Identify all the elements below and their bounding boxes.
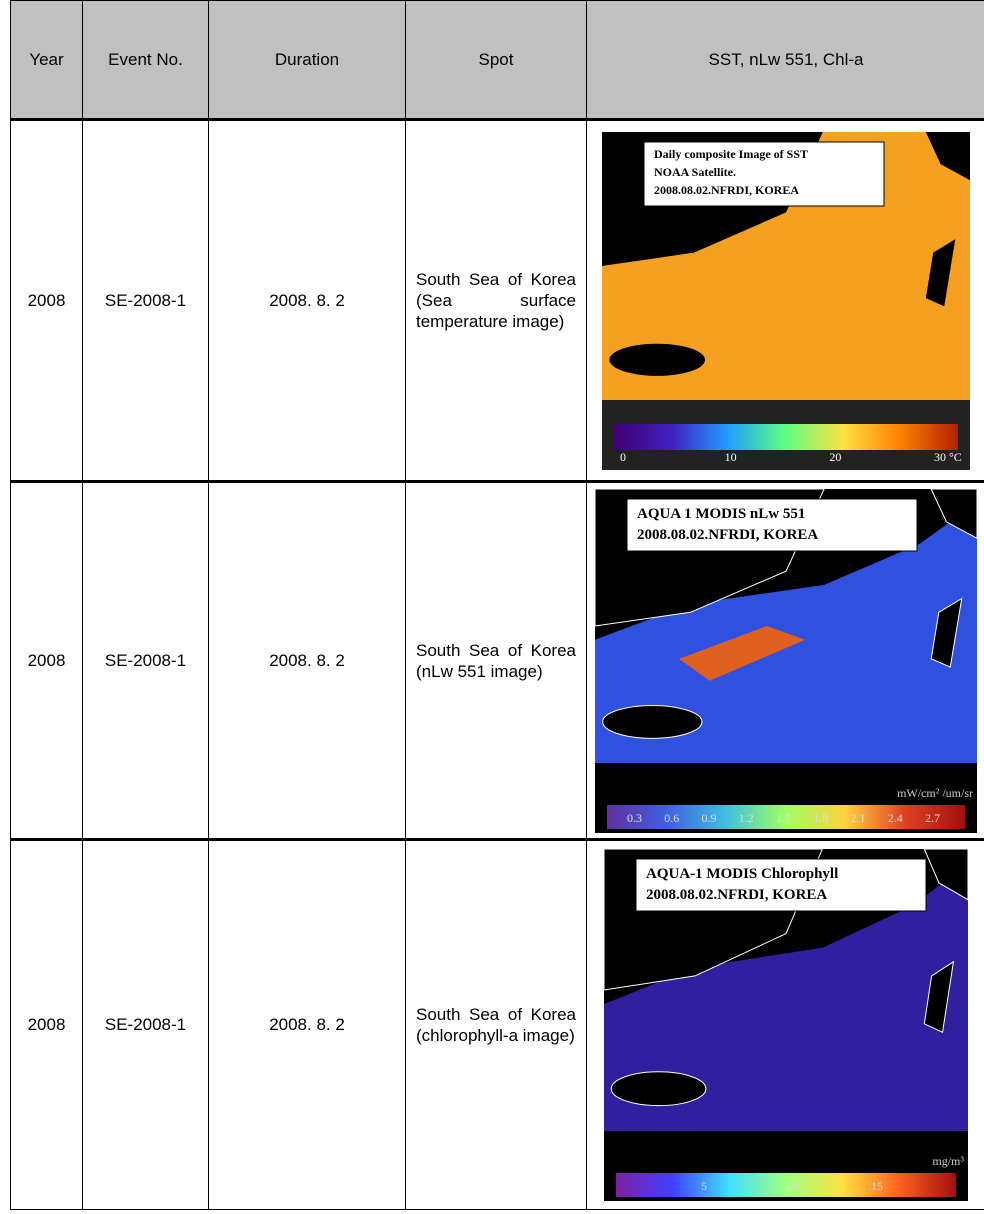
event-cell: SE-2008-1 bbox=[83, 482, 209, 840]
scale-label: 20 bbox=[829, 450, 841, 464]
scale-label: 15 bbox=[871, 1179, 883, 1193]
header-cell: Event No. bbox=[83, 1, 209, 120]
scale-unit: mW/cm² /um/sr bbox=[897, 786, 973, 800]
header-cell: Spot bbox=[406, 1, 587, 120]
scale-label: 2.1 bbox=[851, 811, 866, 825]
caption-text: 2008.08.02.NFRDI, KOREA bbox=[654, 183, 799, 197]
spot-cell: South Sea of Korea(Sea surface temperatu… bbox=[406, 120, 587, 482]
scale-label: 1.2 bbox=[739, 811, 754, 825]
duration-cell: 2008. 8. 2 bbox=[209, 120, 406, 482]
scale-label: 2.4 bbox=[888, 811, 903, 825]
year-cell: 2008 bbox=[11, 120, 83, 482]
satellite-image: Daily composite Image of SST NOAA Satelli… bbox=[602, 132, 970, 470]
caption-text: 2008.08.02.NFRDI, KOREA bbox=[646, 887, 827, 903]
color-bar bbox=[614, 424, 958, 450]
satellite-image: AQUA-1 MODIS Chlorophyll 2008.08.02.NFRDI… bbox=[604, 849, 968, 1201]
image-cell: AQUA-1 MODIS Chlorophyll 2008.08.02.NFRDI… bbox=[587, 840, 984, 1210]
event-cell: SE-2008-1 bbox=[83, 120, 209, 482]
caption-text: Daily composite Image of SST bbox=[654, 147, 808, 161]
spot-line: South Sea of Korea bbox=[416, 269, 576, 290]
caption-text: NOAA Satellite. bbox=[654, 165, 736, 179]
header-cell: Year bbox=[11, 1, 83, 120]
scale-label: 10 bbox=[786, 1179, 798, 1193]
island bbox=[609, 343, 705, 375]
scale-label: 1.8 bbox=[813, 811, 828, 825]
scale-label: 10 bbox=[725, 450, 737, 464]
caption-text: AQUA 1 MODIS nLw 551 bbox=[637, 506, 805, 522]
year-cell: 2008 bbox=[11, 840, 83, 1210]
satellite-image: AQUA 1 MODIS nLw 551 2008.08.02.NFRDI, KO… bbox=[595, 489, 977, 833]
island bbox=[603, 705, 702, 738]
scale-label: 2.7 bbox=[925, 811, 940, 825]
event-cell: SE-2008-1 bbox=[83, 840, 209, 1210]
island bbox=[611, 1072, 706, 1106]
spot-line: South Sea of Korea bbox=[416, 640, 576, 661]
spot-line: (Sea surface temperature image) bbox=[416, 290, 576, 332]
page: YearEvent No.DurationSpotSST, nLw 551, C… bbox=[0, 0, 984, 1214]
duration-cell: 2008. 8. 2 bbox=[209, 482, 406, 840]
spot-cell: South Sea of Korea(chlorophyll-a image) bbox=[406, 840, 587, 1210]
spot-cell: South Sea of Korea(nLw 551 image) bbox=[406, 482, 587, 840]
scale-label: 0 bbox=[620, 450, 626, 464]
spot-line: (chlorophyll-a image) bbox=[416, 1025, 576, 1046]
year-cell: 2008 bbox=[11, 482, 83, 840]
header-cell: SST, nLw 551, Chl-a bbox=[587, 1, 984, 120]
spot-line: South Sea of Korea bbox=[416, 1004, 576, 1025]
image-cell: AQUA 1 MODIS nLw 551 2008.08.02.NFRDI, KO… bbox=[587, 482, 984, 840]
scale-label: 30 °C bbox=[934, 450, 962, 464]
spot-line: (nLw 551 image) bbox=[416, 661, 576, 682]
caption-text: 2008.08.02.NFRDI, KOREA bbox=[637, 527, 818, 543]
scale-label: 5 bbox=[701, 1179, 707, 1193]
header-cell: Duration bbox=[209, 1, 406, 120]
scale-label: 0.3 bbox=[627, 811, 642, 825]
scale-label: 1.5 bbox=[776, 811, 791, 825]
duration-cell: 2008. 8. 2 bbox=[209, 840, 406, 1210]
caption-text: AQUA-1 MODIS Chlorophyll bbox=[646, 866, 838, 882]
scale-label: 0.6 bbox=[664, 811, 679, 825]
scale-label: 0.9 bbox=[702, 811, 717, 825]
scale-unit: mg/m³ bbox=[932, 1154, 964, 1168]
image-cell: Daily composite Image of SST NOAA Satelli… bbox=[587, 120, 984, 482]
